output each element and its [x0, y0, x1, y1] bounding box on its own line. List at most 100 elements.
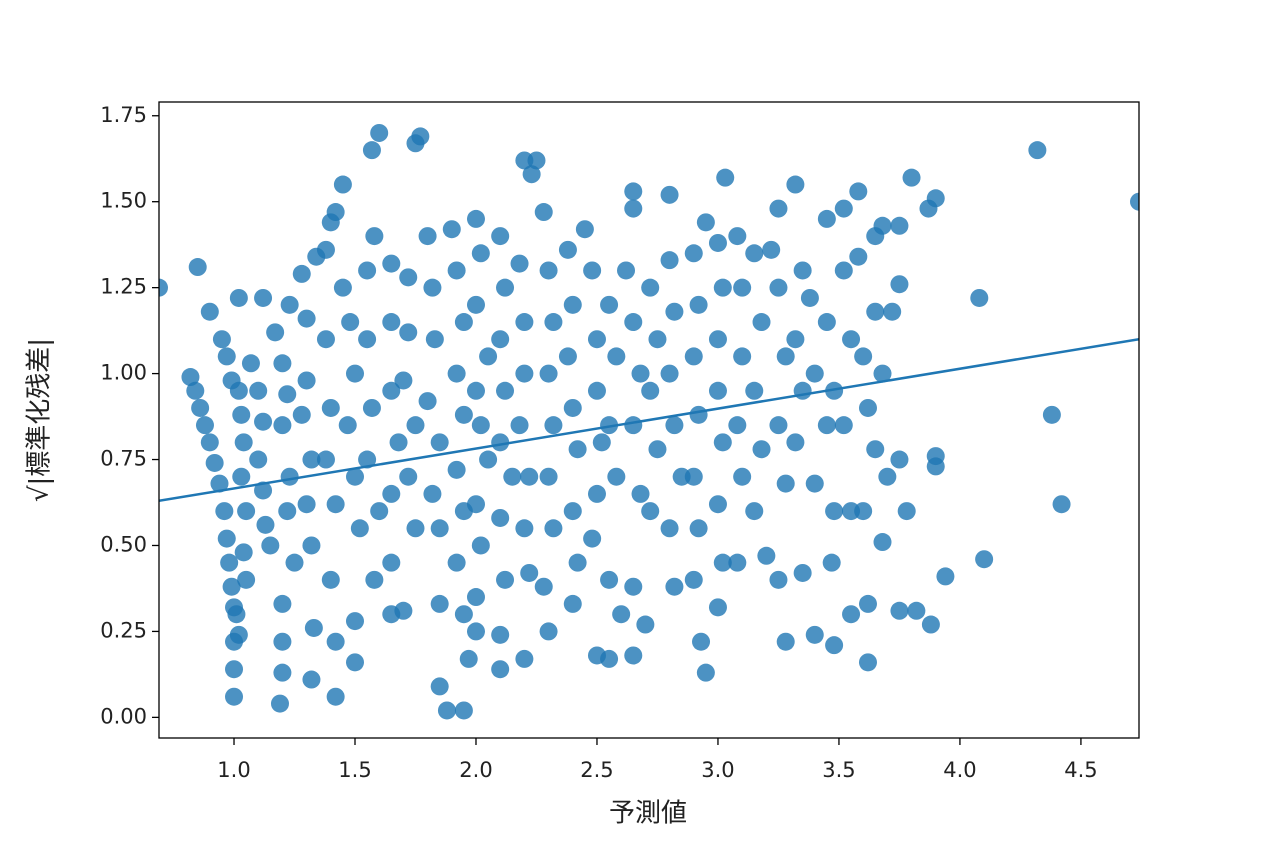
- point: [278, 385, 297, 404]
- x-tick-label: 4.5: [1064, 758, 1097, 782]
- x-tick-label: 3.0: [701, 758, 734, 782]
- point: [394, 601, 413, 620]
- point: [825, 502, 844, 521]
- point: [241, 354, 260, 373]
- point: [728, 227, 747, 246]
- x-tick-label: 1.0: [217, 758, 250, 782]
- point: [689, 519, 708, 538]
- point: [817, 209, 836, 228]
- point: [527, 151, 546, 170]
- point: [805, 364, 824, 383]
- point: [346, 364, 364, 383]
- point: [292, 405, 311, 424]
- point: [858, 653, 877, 672]
- point: [665, 577, 684, 596]
- point: [762, 240, 781, 259]
- point: [515, 649, 534, 668]
- point: [890, 216, 909, 235]
- point: [496, 570, 515, 589]
- point: [447, 553, 466, 572]
- point: [544, 416, 563, 435]
- point: [805, 474, 824, 493]
- point: [769, 570, 788, 589]
- point: [592, 433, 611, 452]
- point: [520, 563, 539, 582]
- point: [316, 240, 335, 259]
- point: [849, 182, 868, 201]
- point: [716, 168, 735, 187]
- point: [430, 433, 449, 452]
- y-tick-label: 0.75: [100, 447, 147, 471]
- point: [418, 392, 437, 411]
- point: [326, 632, 345, 651]
- point: [776, 474, 795, 493]
- point: [382, 313, 401, 332]
- point: [232, 405, 251, 424]
- point: [200, 433, 219, 452]
- point: [713, 433, 732, 452]
- point: [254, 412, 273, 431]
- point: [479, 450, 498, 469]
- point: [491, 330, 510, 349]
- point: [362, 141, 381, 160]
- point: [842, 605, 861, 624]
- point: [510, 254, 529, 273]
- point: [624, 313, 643, 332]
- point: [447, 364, 466, 383]
- point: [358, 330, 377, 349]
- point: [266, 323, 285, 342]
- point: [249, 450, 268, 469]
- point: [568, 440, 587, 459]
- point: [575, 220, 594, 239]
- point: [491, 227, 510, 246]
- point: [191, 398, 210, 417]
- point: [975, 550, 994, 569]
- point: [399, 268, 418, 287]
- y-tick-label: 1.50: [100, 189, 147, 213]
- point: [728, 553, 747, 572]
- point: [425, 330, 444, 349]
- point: [302, 536, 321, 555]
- point: [181, 368, 200, 387]
- point: [733, 278, 752, 297]
- point: [273, 663, 292, 682]
- point: [866, 302, 885, 321]
- point: [227, 605, 246, 624]
- point: [447, 460, 466, 479]
- point: [834, 199, 853, 218]
- point: [1052, 495, 1071, 514]
- point: [479, 347, 498, 366]
- point: [326, 495, 345, 514]
- point: [394, 371, 413, 390]
- point: [539, 261, 558, 280]
- y-tick-label: 0.00: [100, 704, 147, 728]
- point: [447, 261, 466, 280]
- point: [970, 288, 989, 307]
- point: [534, 577, 553, 596]
- point: [285, 553, 304, 572]
- point: [689, 295, 708, 314]
- point: [186, 381, 205, 400]
- point: [423, 484, 442, 503]
- point: [491, 660, 510, 679]
- point: [757, 546, 776, 565]
- point: [793, 381, 812, 400]
- point: [769, 416, 788, 435]
- point: [326, 687, 345, 706]
- point: [237, 570, 256, 589]
- point: [430, 594, 449, 613]
- point: [365, 570, 384, 589]
- point: [641, 381, 660, 400]
- point: [583, 529, 602, 548]
- point: [254, 481, 273, 500]
- point: [423, 278, 442, 297]
- point: [684, 244, 703, 263]
- point: [302, 670, 321, 689]
- point: [459, 649, 478, 668]
- point: [733, 347, 752, 366]
- point: [430, 519, 449, 538]
- point: [316, 450, 335, 469]
- point: [225, 687, 244, 706]
- point: [496, 278, 515, 297]
- point: [346, 612, 364, 631]
